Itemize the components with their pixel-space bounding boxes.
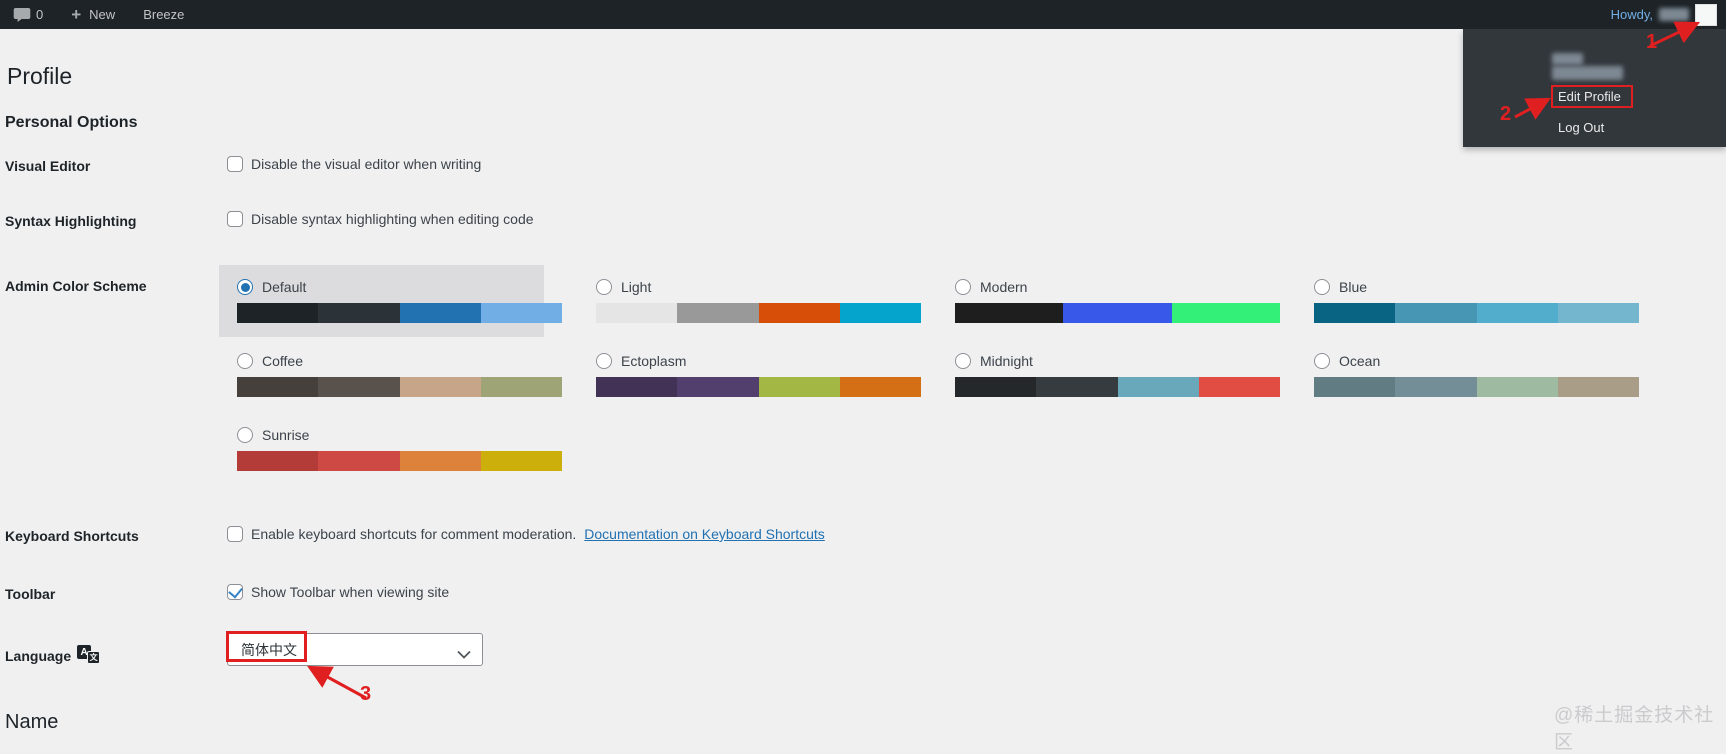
color-scheme-radio-default[interactable]: [237, 279, 253, 295]
color-scheme-name: Midnight: [980, 353, 1033, 369]
color-scheme-name: Modern: [980, 279, 1028, 295]
syntax-highlighting-checkbox[interactable]: [227, 211, 243, 227]
color-scheme-swatches: [237, 303, 562, 323]
annotation-arrow-3: [307, 665, 367, 700]
toolbar-label: Toolbar: [5, 586, 56, 602]
color-scheme-name: Coffee: [262, 353, 303, 369]
username-redacted: [1659, 8, 1689, 21]
color-scheme-grid: Default Light Modern Blue Coffee Ectoplasm Mid…: [219, 265, 1639, 485]
color-scheme-radio-coffee[interactable]: [237, 353, 253, 369]
plus-icon: +: [71, 5, 82, 24]
keyboard-shortcuts-doc-link[interactable]: Documentation on Keyboard Shortcuts: [584, 526, 825, 542]
color-scheme-radio-ocean[interactable]: [1314, 353, 1330, 369]
watermark: @稀土掘金技术社区: [1554, 705, 1715, 753]
user-avatar[interactable]: [1695, 3, 1717, 26]
color-scheme-option-midnight[interactable]: Midnight: [937, 339, 1280, 411]
comment-bubble-icon: [13, 7, 31, 23]
toolbar-field: Show Toolbar when viewing site: [227, 584, 449, 600]
annotation-number-2: 2: [1500, 103, 1512, 125]
annotation-number-3: 3: [360, 683, 372, 705]
color-scheme-radio-sunrise[interactable]: [237, 427, 253, 443]
breeze-menu-item[interactable]: Breeze: [134, 0, 193, 29]
admin-color-scheme-label: Admin Color Scheme: [5, 278, 147, 294]
color-scheme-radio-ectoplasm[interactable]: [596, 353, 612, 369]
keyboard-shortcuts-checkbox[interactable]: [227, 526, 243, 542]
admin-toolbar: 0 + New Breeze Howdy,: [0, 0, 1726, 29]
howdy-label: Howdy,: [1610, 7, 1653, 22]
color-scheme-swatches: [955, 303, 1280, 323]
color-scheme-name: Ectoplasm: [621, 353, 687, 369]
color-scheme-option-ectoplasm[interactable]: Ectoplasm: [578, 339, 921, 411]
color-scheme-name: Ocean: [1339, 353, 1381, 369]
color-scheme-swatches: [596, 303, 921, 323]
syntax-highlighting-label: Syntax Highlighting: [5, 213, 137, 229]
language-highlight-box: [226, 631, 307, 662]
breeze-label: Breeze: [143, 7, 185, 22]
new-label: New: [89, 7, 116, 22]
display-name-redacted: [1552, 53, 1583, 65]
toolbar-checkbox[interactable]: [227, 584, 243, 600]
language-selected-value: 简体中文: [241, 641, 297, 658]
color-scheme-radio-light[interactable]: [596, 279, 612, 295]
color-scheme-swatches: [1314, 303, 1639, 323]
edit-profile-highlight-box: [1551, 85, 1633, 108]
color-scheme-name: Blue: [1339, 279, 1368, 295]
syntax-highlighting-field: Disable syntax highlighting when editing…: [227, 211, 534, 227]
my-account-menu-item[interactable]: Howdy,: [1611, 0, 1717, 29]
display-email-redacted: [1552, 66, 1623, 80]
color-scheme-swatches: [955, 377, 1280, 397]
visual-editor-label: Visual Editor: [5, 158, 91, 174]
color-scheme-option-ocean[interactable]: Ocean: [1296, 339, 1639, 411]
color-scheme-option-coffee[interactable]: Coffee: [219, 339, 562, 411]
page-title: Profile: [7, 63, 73, 90]
color-scheme-swatches: [237, 451, 562, 471]
keyboard-shortcuts-option-label: Enable keyboard shortcuts for comment mo…: [251, 526, 577, 542]
new-content-menu-item[interactable]: + New: [62, 0, 124, 29]
color-scheme-name: Sunrise: [262, 427, 310, 443]
toolbar-option-label: Show Toolbar when viewing site: [251, 584, 450, 600]
language-label: Language A 文: [5, 645, 103, 664]
visual-editor-checkbox[interactable]: [227, 156, 243, 172]
color-scheme-radio-blue[interactable]: [1314, 279, 1330, 295]
syntax-highlighting-option-label: Disable syntax highlighting when editing…: [251, 211, 534, 227]
name-section-heading: Name: [5, 710, 59, 733]
color-scheme-radio-midnight[interactable]: [955, 353, 971, 369]
color-scheme-option-default[interactable]: Default: [219, 265, 562, 337]
color-scheme-option-modern[interactable]: Modern: [937, 265, 1280, 337]
comments-menu-item[interactable]: 0: [4, 0, 52, 29]
comment-count: 0: [36, 7, 44, 22]
keyboard-shortcuts-field: Enable keyboard shortcuts for comment mo…: [227, 526, 825, 542]
visual-editor-option-label: Disable the visual editor when writing: [251, 156, 482, 172]
log-out-link[interactable]: Log Out: [1558, 120, 1605, 135]
user-account-dropdown: Edit Profile Log Out: [1463, 29, 1726, 147]
color-scheme-option-light[interactable]: Light: [578, 265, 921, 337]
personal-options-heading: Personal Options: [5, 114, 138, 132]
annotation-number-1: 1: [1646, 31, 1658, 53]
color-scheme-name: Default: [262, 279, 307, 295]
color-scheme-name: Light: [621, 279, 652, 295]
color-scheme-swatches: [237, 377, 562, 397]
color-scheme-radio-modern[interactable]: [955, 279, 971, 295]
keyboard-shortcuts-label: Keyboard Shortcuts: [5, 528, 139, 544]
color-scheme-option-blue[interactable]: Blue: [1296, 265, 1639, 337]
edit-profile-link[interactable]: Edit Profile: [1558, 89, 1621, 104]
color-scheme-swatches: [596, 377, 921, 397]
chevron-down-icon: [457, 646, 471, 662]
visual-editor-field: Disable the visual editor when writing: [227, 156, 481, 172]
color-scheme-option-sunrise[interactable]: Sunrise: [219, 413, 562, 485]
color-scheme-swatches: [1314, 377, 1639, 397]
